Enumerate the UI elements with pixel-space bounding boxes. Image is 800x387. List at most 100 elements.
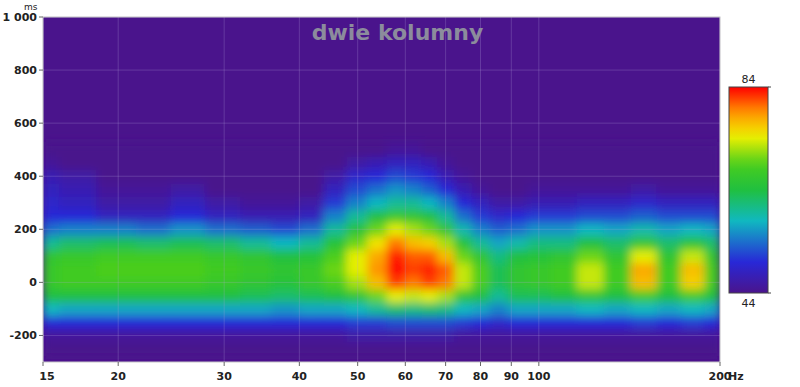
- tick-label: 70: [438, 370, 454, 383]
- heatmap-cell: [437, 342, 455, 356]
- heatmap-cell: [454, 262, 472, 276]
- heatmap-cell: [527, 302, 551, 316]
- heatmap-cell: [205, 143, 241, 157]
- heatmap-cell: [299, 156, 325, 170]
- heatmap-cell: [43, 143, 60, 157]
- heatmap-cell: [454, 209, 472, 223]
- heatmap-cell: [136, 342, 171, 356]
- heatmap-cell: [472, 262, 491, 276]
- heatmap-cell: [59, 156, 98, 170]
- heatmap-cell: [604, 342, 632, 356]
- heatmap-cell: [472, 143, 491, 157]
- color-tick: [768, 293, 771, 294]
- heatmap-cell: [704, 182, 720, 196]
- heatmap-cell: [96, 342, 137, 356]
- heatmap-cell: [170, 209, 206, 223]
- heatmap-cell: [422, 209, 439, 223]
- heatmap-cell: [240, 315, 272, 329]
- heatmap-cell: [96, 302, 137, 316]
- heatmap-cell: [681, 235, 706, 249]
- heatmap-cell: [577, 235, 605, 249]
- heatmap-cell: [551, 156, 578, 170]
- heatmap-cell: [205, 342, 241, 356]
- heatmap-cell: [704, 143, 720, 157]
- heatmap-cell: [323, 143, 347, 157]
- heatmap-cell: [489, 249, 508, 263]
- grid-line: [299, 17, 300, 362]
- heatmap-cell: [240, 289, 272, 303]
- heatmap-cell: [681, 156, 706, 170]
- tick-mark: [511, 362, 512, 366]
- heatmap-cell: [96, 196, 137, 210]
- heatmap-cell: [577, 143, 605, 157]
- grid-line: [118, 17, 119, 362]
- heatmap-cell: [527, 156, 551, 170]
- heatmap-cell: [704, 342, 720, 356]
- heatmap-cell: [681, 289, 706, 303]
- heatmap-cell: [489, 342, 508, 356]
- heatmap-cell: [271, 315, 300, 329]
- tick-mark: [39, 229, 43, 230]
- heatmap-cell: [271, 302, 300, 316]
- heatmap-cell: [170, 143, 206, 157]
- heatmap-cell: [205, 302, 241, 316]
- heatmap-cell: [631, 249, 658, 263]
- heatmap-cell: [657, 342, 682, 356]
- heatmap-cell: [489, 302, 508, 316]
- heatmap-cell: [422, 235, 439, 249]
- heatmap-cell: [299, 289, 325, 303]
- heatmap-cell: [170, 182, 206, 196]
- heatmap-cell: [472, 342, 491, 356]
- heatmap-cell: [551, 302, 578, 316]
- color-tick: [768, 87, 771, 88]
- heatmap-cell: [43, 156, 60, 170]
- heatmap-cell: [240, 143, 272, 157]
- plot-frame: [43, 17, 720, 362]
- heatmap-cell: [59, 209, 98, 223]
- heatmap-cell: [604, 235, 632, 249]
- heatmap-cell: [387, 196, 406, 210]
- tick-mark: [720, 362, 721, 366]
- heatmap-cell: [240, 235, 272, 249]
- heatmap-cell: [96, 182, 137, 196]
- heatmap-cell: [96, 289, 137, 303]
- grid-line: [511, 17, 512, 362]
- heatmap-cell: [405, 196, 423, 210]
- heatmap-cell: [681, 209, 706, 223]
- heatmap-cell: [527, 262, 551, 276]
- heatmap-cell: [59, 262, 98, 276]
- heatmap-cell: [551, 315, 578, 329]
- heatmap-cell: [704, 249, 720, 263]
- heatmap-cell: [96, 262, 137, 276]
- heatmap-cell: [96, 156, 137, 170]
- heatmap-cell: [437, 235, 455, 249]
- tick-mark: [224, 362, 225, 366]
- heatmap-cell: [604, 302, 632, 316]
- heatmap-cell: [323, 249, 347, 263]
- heatmap-cell: [551, 209, 578, 223]
- heatmap-cell: [657, 262, 682, 276]
- heatmap-cell: [681, 143, 706, 157]
- heatmap-cell: [704, 196, 720, 210]
- heatmap-cell: [657, 249, 682, 263]
- heatmap-cell: [405, 143, 423, 157]
- heatmap-cell: [59, 235, 98, 249]
- heatmap-cell: [387, 302, 406, 316]
- heatmap-cell: [657, 302, 682, 316]
- heatmap-cell: [43, 209, 60, 223]
- heatmap-cell: [323, 302, 347, 316]
- heatmap-cell: [240, 209, 272, 223]
- heatmap-cell: [271, 342, 300, 356]
- heatmap-cell: [454, 143, 472, 157]
- tick-mark: [39, 70, 43, 71]
- tick-label: 60: [398, 370, 414, 383]
- heatmap-cell: [527, 289, 551, 303]
- heatmap-cell: [387, 156, 406, 170]
- heatmap-cell: [604, 209, 632, 223]
- heatmap-cell: [489, 209, 508, 223]
- heatmap-cell: [422, 342, 439, 356]
- heatmap-cell: [240, 182, 272, 196]
- heatmap-cell: [437, 143, 455, 157]
- axis-label: Hz: [728, 370, 744, 383]
- heatmap-cell: [205, 289, 241, 303]
